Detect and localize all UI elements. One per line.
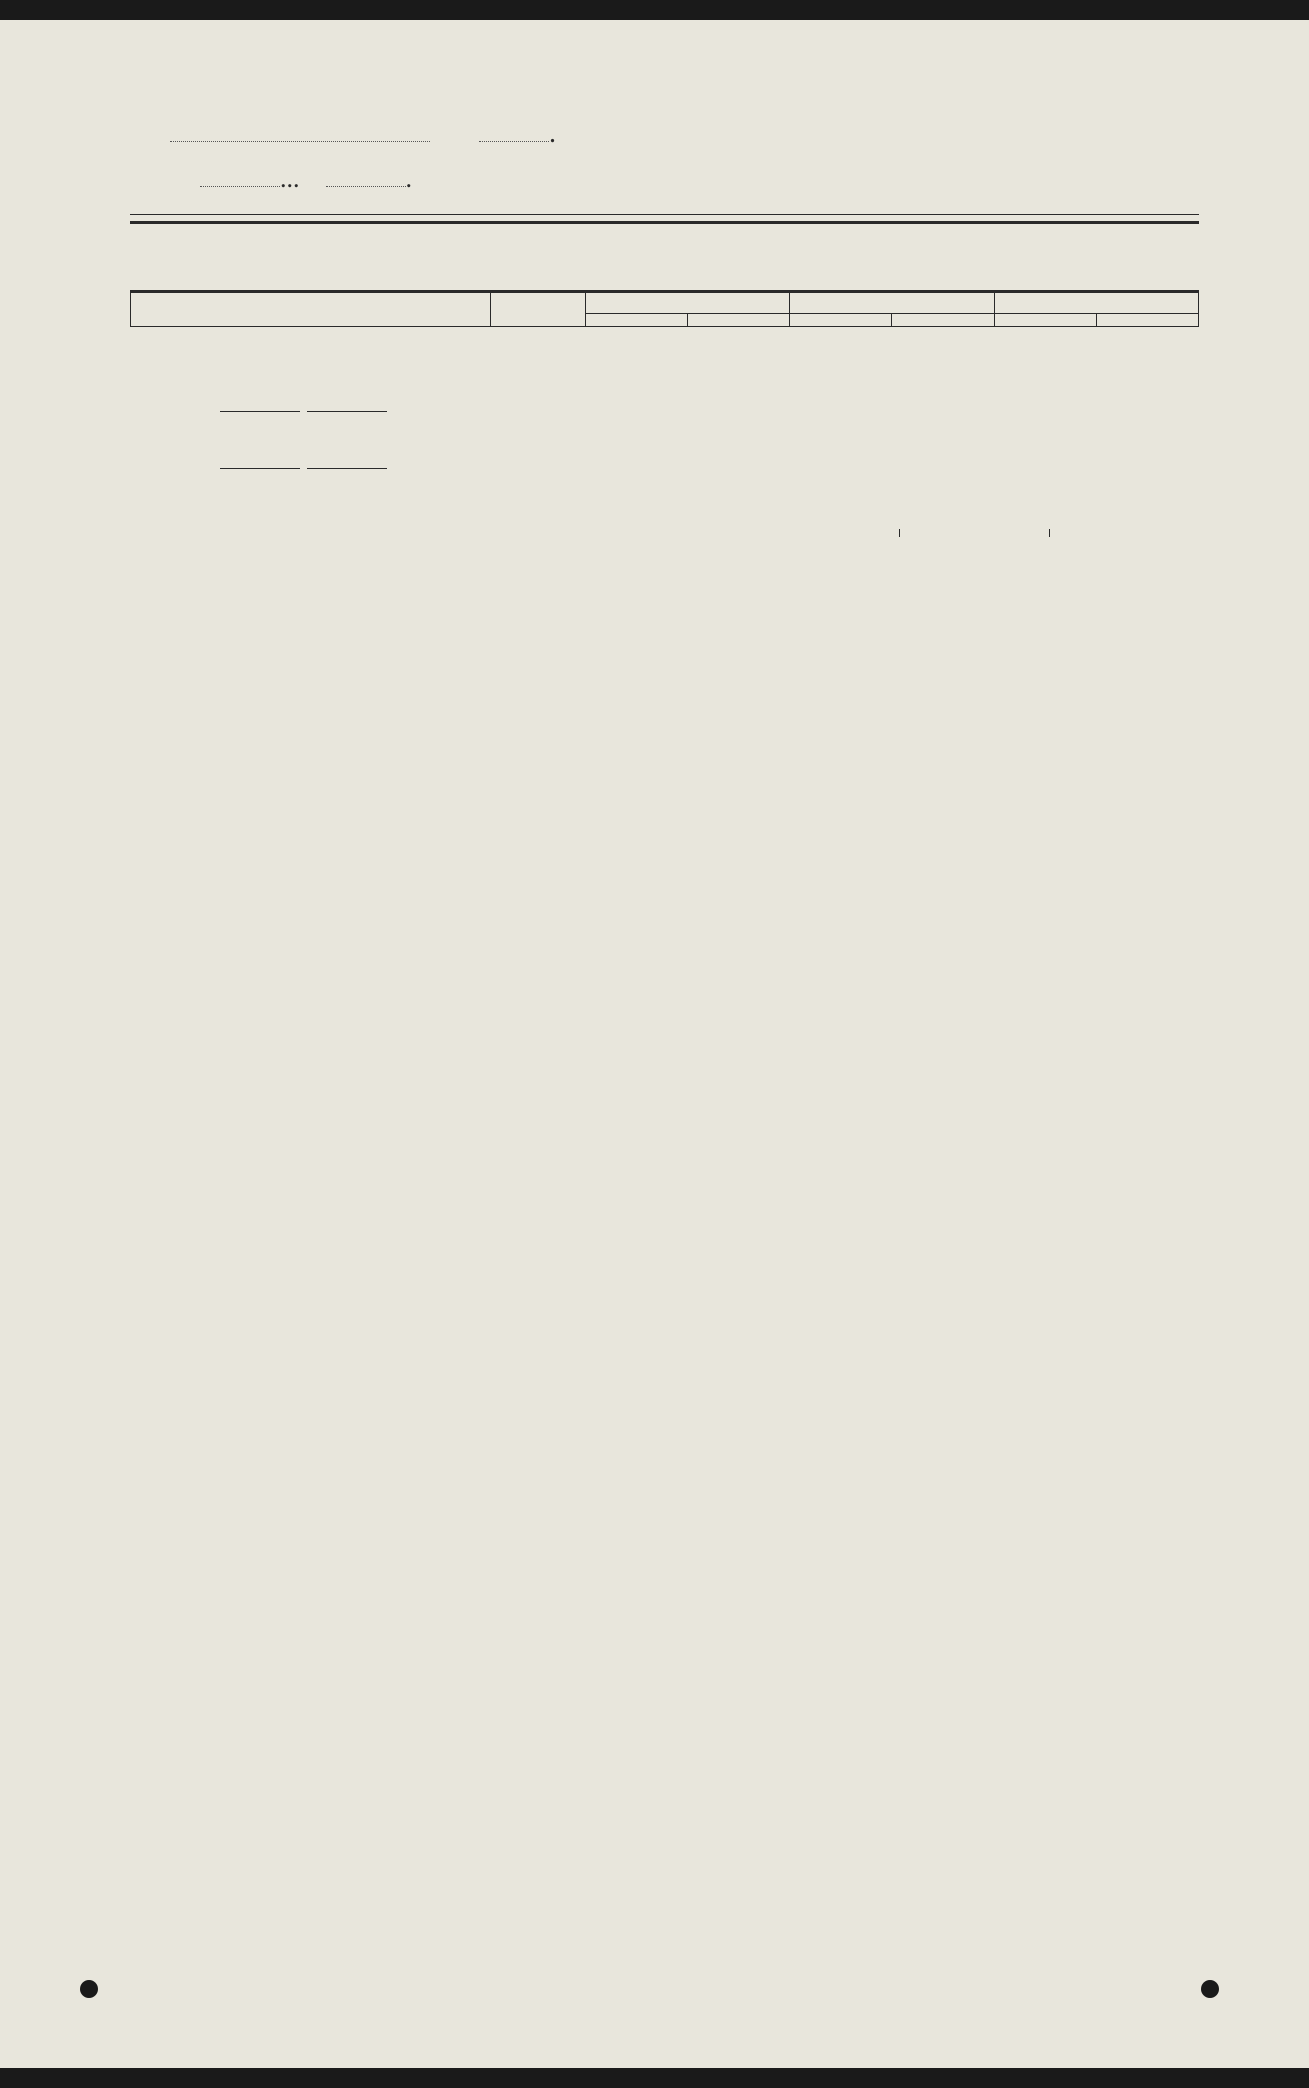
col-b-m — [790, 314, 892, 327]
header-line-3: ... . — [130, 164, 1199, 194]
rule — [130, 214, 1199, 215]
census-table — [130, 290, 1199, 327]
col-names-header — [131, 292, 491, 327]
col-b-k — [892, 314, 994, 327]
col-a-m — [586, 314, 688, 327]
col-numer-header — [491, 292, 586, 327]
col-b-text — [794, 301, 989, 305]
husliste-value — [479, 141, 549, 142]
kreds-value — [200, 186, 280, 187]
buildings-header-m — [899, 529, 1049, 537]
col-b-header — [790, 292, 994, 314]
punch-hole — [80, 1980, 98, 1998]
col-c-m — [994, 314, 1096, 327]
totals-line-2 — [220, 412, 1199, 469]
census-form-page: . ... . — [0, 20, 1309, 2068]
col-a-k — [688, 314, 790, 327]
rule — [130, 221, 1199, 224]
col-c-header — [994, 292, 1198, 314]
herred-value — [170, 141, 430, 142]
buildings-header-k — [1049, 529, 1199, 537]
punch-hole — [1201, 1980, 1219, 1998]
totals-line-1 — [220, 355, 1199, 412]
col-c-k — [1096, 314, 1198, 327]
buildings-section — [130, 529, 1199, 537]
totals-block — [130, 355, 1199, 469]
col-a-text — [590, 299, 785, 307]
antal-value — [326, 186, 406, 187]
anm-note — [130, 246, 1199, 272]
col-a-header — [586, 292, 790, 314]
col-c-text — [999, 301, 1194, 305]
buildings-mk-header — [130, 529, 1199, 537]
header-line-2: . — [130, 118, 1199, 150]
